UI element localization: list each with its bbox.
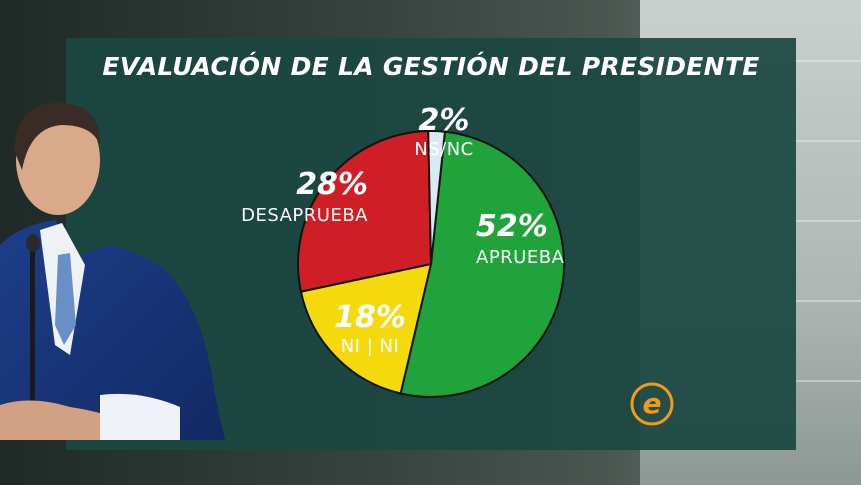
slice-category-ni-ni: NI | NI xyxy=(340,336,400,357)
pie-slice-ni-ni xyxy=(299,262,433,395)
slice-category-desaprueba: DESAPRUEBA xyxy=(241,205,368,226)
slice-label-aprueba: 52% APRUEBA xyxy=(476,212,564,268)
slice-percent-ns-nc: 2% xyxy=(418,103,470,138)
pie-slice-ns-nc xyxy=(427,130,446,265)
slice-percent-ni-ni: 18% xyxy=(334,300,406,335)
slice-percent-desaprueba: 28% xyxy=(296,167,368,202)
slice-label-ns-nc: 2% NS/NC xyxy=(412,106,476,160)
channel-e-logo: e xyxy=(630,382,674,426)
svg-text:e: e xyxy=(643,387,662,420)
pie-slice-aprueba xyxy=(399,130,565,398)
slice-percent-aprueba: 52% xyxy=(476,209,548,244)
pie-slice-desaprueba xyxy=(297,130,433,293)
chart-title: EVALUACIÓN DE LA GESTIÓN DEL PRESIDENTE xyxy=(102,52,760,81)
slice-category-ns-nc: NS/NC xyxy=(414,139,474,160)
slice-category-aprueba: APRUEBA xyxy=(476,247,565,268)
slice-label-ni-ni: 18% NI | NI xyxy=(330,303,410,357)
slice-label-desaprueba: 28% DESAPRUEBA xyxy=(208,170,368,226)
president-photo xyxy=(0,102,225,440)
